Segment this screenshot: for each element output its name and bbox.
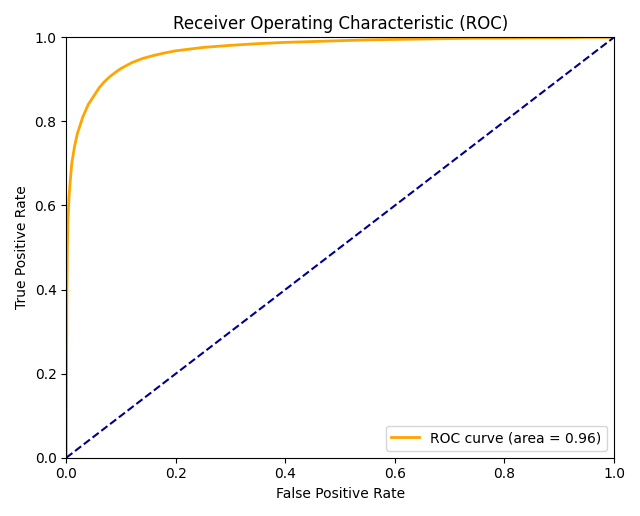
ROC curve (area = 0.96) [473, 35, 481, 41]
ROC curve (area = 0.96) [95, 85, 103, 91]
ROC curve (area = 0.96) [63, 245, 71, 251]
ROC curve (area = 0.96) [100, 78, 108, 85]
ROC curve (area = 0.96) [139, 55, 147, 61]
Y-axis label: True Positive Rate: True Positive Rate [15, 186, 29, 310]
ROC curve (area = 0.96) [161, 50, 169, 56]
ROC curve (area = 0.96) [65, 194, 73, 200]
ROC curve (area = 0.96) [528, 35, 536, 41]
ROC curve (area = 0.96) [63, 295, 70, 301]
ROC curve (area = 0.96) [254, 41, 262, 47]
ROC curve (area = 0.96) [74, 131, 81, 137]
ROC curve (area = 0.96) [583, 34, 591, 40]
ROC curve (area = 0.96) [227, 42, 234, 49]
ROC curve (area = 0.96) [70, 143, 78, 150]
ROC curve (area = 0.96) [446, 36, 454, 42]
ROC curve (area = 0.96) [68, 160, 76, 167]
ROC curve (area = 0.96) [63, 455, 70, 461]
ROC curve (area = 0.96) [172, 47, 180, 54]
Title: Receiver Operating Characteristic (ROC): Receiver Operating Characteristic (ROC) [173, 15, 508, 33]
ROC curve (area = 0.96) [364, 37, 371, 43]
ROC curve (area = 0.96) [391, 36, 399, 42]
ROC curve (area = 0.96) [336, 38, 344, 44]
Line: ROC curve (area = 0.96): ROC curve (area = 0.96) [67, 37, 614, 458]
ROC curve (area = 0.96) [500, 35, 508, 41]
X-axis label: False Positive Rate: False Positive Rate [276, 487, 404, 501]
ROC curve (area = 0.96) [282, 39, 289, 45]
ROC curve (area = 0.96) [106, 73, 114, 79]
ROC curve (area = 0.96) [128, 59, 136, 66]
ROC curve (area = 0.96) [67, 173, 74, 179]
ROC curve (area = 0.96) [79, 114, 86, 120]
ROC curve (area = 0.96) [64, 219, 72, 225]
ROC curve (area = 0.96) [112, 69, 120, 75]
ROC curve (area = 0.96) [90, 93, 97, 99]
ROC curve (area = 0.96) [200, 44, 207, 51]
ROC curve (area = 0.96) [84, 102, 92, 108]
ROC curve (area = 0.96) [309, 38, 317, 44]
ROC curve (area = 0.96) [419, 36, 426, 42]
ROC curve (area = 0.96) [610, 34, 618, 40]
ROC curve (area = 0.96) [117, 66, 125, 72]
ROC curve (area = 0.96) [556, 35, 563, 41]
Legend: ROC curve (area = 0.96): ROC curve (area = 0.96) [386, 426, 607, 451]
ROC curve (area = 0.96) [150, 52, 157, 58]
